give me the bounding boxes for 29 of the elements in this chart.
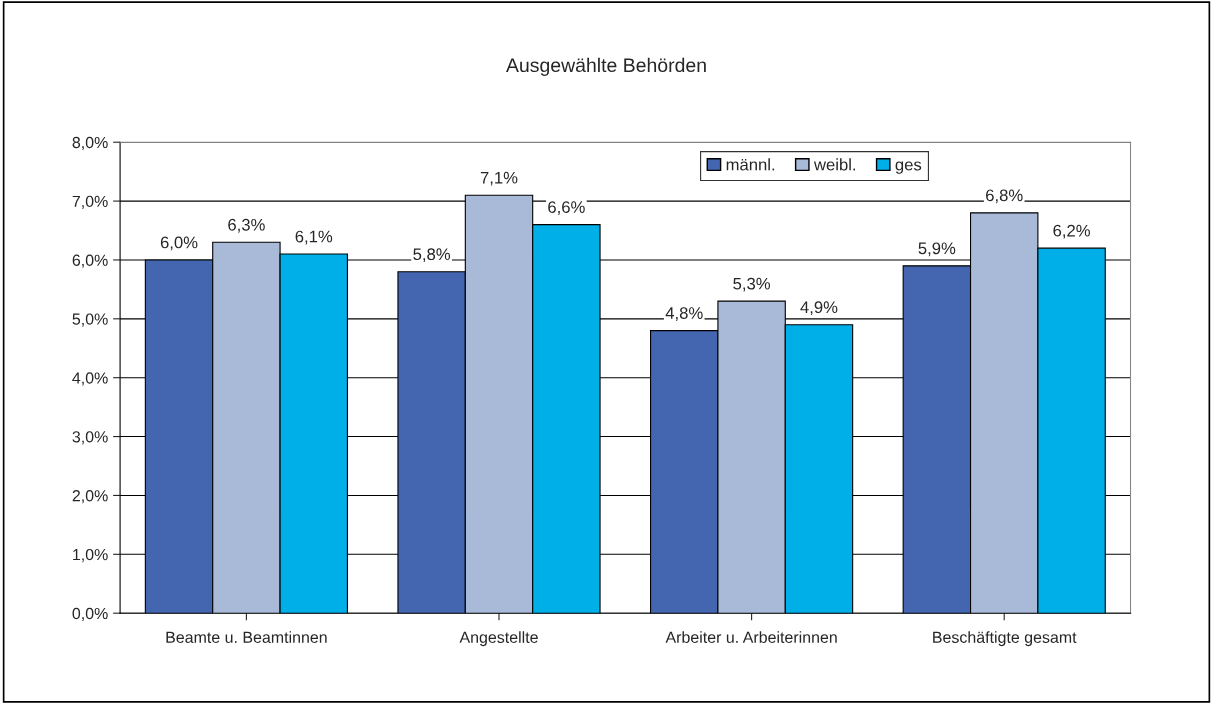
y-tick-label: 4,0% <box>72 372 108 386</box>
x-tick-label: Angestellte <box>459 631 538 647</box>
y-tick-label: 8,0% <box>72 136 108 151</box>
data-label: 6,8% <box>986 189 1023 204</box>
data-label: 5,8% <box>413 248 451 263</box>
y-tick-label: 3,0% <box>72 431 108 445</box>
data-label: 6,3% <box>228 218 265 233</box>
data-label: 6,0% <box>160 236 198 251</box>
y-tick-label: 7,0% <box>72 195 108 209</box>
chart-title: Ausgewählte Behörden <box>506 57 706 76</box>
data-label: 4,9% <box>800 301 838 316</box>
x-tick-label: Beamte u. Beamtinnen <box>166 631 327 643</box>
legend-label: männl. <box>726 158 775 171</box>
x-tick-label: Beschäftigte gesamt <box>933 631 1077 647</box>
data-label: 6,2% <box>1053 224 1090 239</box>
x-tick-label: Arbeiter u. Arbeiterinnen <box>665 631 837 643</box>
data-label: 7,1% <box>480 171 518 186</box>
y-tick-label: 6,0% <box>72 254 108 268</box>
y-tick-label: 1,0% <box>73 548 108 563</box>
y-tick-label: 0,0% <box>72 607 108 622</box>
legend-label: weibl. <box>813 158 856 171</box>
data-label: 5,9% <box>918 242 956 257</box>
data-label: 6,6% <box>548 201 585 215</box>
legend-label: ges <box>895 161 922 174</box>
data-label: 5,3% <box>733 277 771 292</box>
y-tick-label: 2,0% <box>72 490 108 504</box>
data-label: 4,8% <box>665 307 703 321</box>
data-label: 6,1% <box>295 230 333 245</box>
y-tick-label: 5,0% <box>72 313 108 327</box>
